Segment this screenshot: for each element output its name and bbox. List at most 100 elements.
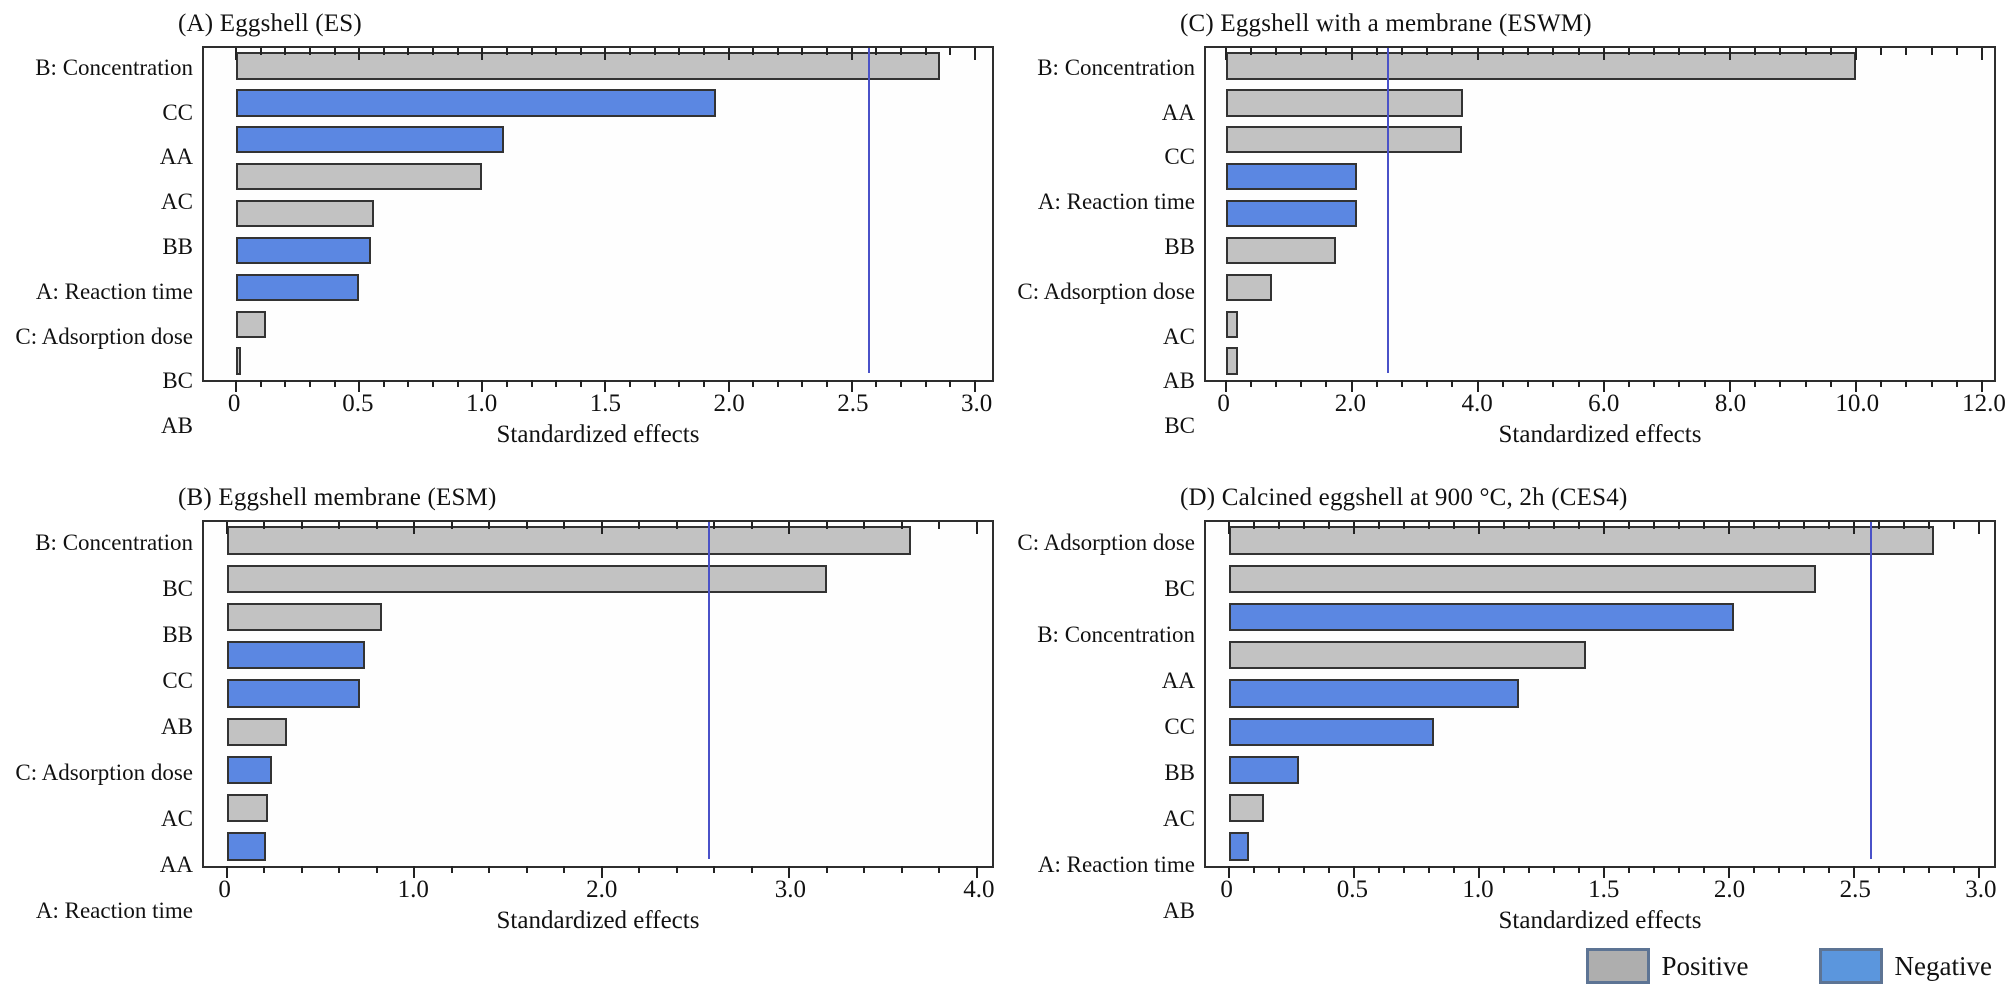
x-minor-tick [629, 379, 631, 387]
x-minor-tick [375, 865, 378, 873]
x-major-tick [1602, 865, 1605, 878]
x-minor-tick [1401, 47, 1404, 55]
x-minor-tick [1252, 521, 1255, 529]
x-minor-tick [1652, 521, 1655, 529]
bar-row [1206, 158, 1994, 195]
panel-title: (C) Eggshell with a membrane (ESWM) [1180, 10, 1592, 37]
x-minor-tick [525, 521, 528, 529]
x-major-tick [1727, 521, 1730, 534]
bar-row [1206, 232, 1994, 269]
x-minor-tick [1802, 865, 1805, 873]
bar-negative [226, 755, 272, 785]
bar-row [1206, 84, 1994, 121]
bar-row [204, 269, 992, 306]
x-major-tick [1352, 521, 1355, 534]
x-minor-tick [776, 379, 779, 387]
x-minor-tick [1779, 47, 1782, 55]
x-minor-tick [530, 47, 533, 55]
x-minor-tick [333, 47, 336, 55]
x-minor-tick [825, 865, 828, 873]
x-minor-tick [1249, 379, 1252, 387]
bar-negative [236, 273, 360, 301]
bar-row [1206, 789, 1994, 827]
bar-negative [1228, 832, 1249, 861]
category-label: AA [1161, 667, 1195, 693]
x-major-tick [788, 865, 791, 878]
category-label: A: Reaction time [1037, 189, 1195, 215]
bar-row [204, 48, 992, 85]
x-tick-label: 3.0 [1965, 875, 1997, 903]
x-minor-tick [825, 521, 828, 529]
x-minor-tick [563, 521, 566, 529]
x-tick-label: 1.0 [397, 875, 429, 903]
x-tick-label: 0 [1220, 875, 1233, 903]
category-labels: B: Concentration BC BB CC AB C: Adsorption do… [6, 520, 202, 935]
x-minor-tick [1426, 47, 1429, 55]
x-major-tick [975, 521, 978, 534]
chart-area: B: Concentration CC AA AC BB A: Reaction time… [6, 45, 994, 449]
legend: Positive Negative [1585, 948, 1992, 984]
x-minor-tick [1627, 865, 1630, 873]
x-minor-tick [1552, 521, 1555, 529]
x-tick-label: 2.5 [837, 389, 869, 417]
legend-label-positive: Positive [1661, 950, 1749, 981]
x-major-tick [1602, 379, 1605, 392]
category-labels: B: Concentration AA CC A: Reaction time BB C:… [1008, 46, 1204, 449]
x-minor-tick [1930, 47, 1933, 55]
x-major-tick [1602, 521, 1605, 534]
panel-a-eggshell-es: (A) Eggshell (ES) B: Concentration CC AA AC… [6, 6, 994, 480]
x-minor-tick [450, 865, 453, 873]
category-labels: B: Concentration CC AA AC BB A: Reaction time… [6, 46, 202, 449]
x-minor-tick [488, 521, 491, 529]
bar-row [204, 158, 992, 195]
x-minor-tick [1377, 521, 1380, 529]
x-minor-tick [1952, 521, 1955, 529]
x-major-tick [413, 865, 416, 878]
x-minor-tick [432, 47, 434, 55]
category-label: A: Reaction time [35, 898, 193, 924]
x-major-tick [358, 379, 361, 392]
panel-title: (D) Calcined eggshell at 900 °C, 2h (CES… [1180, 484, 1628, 511]
x-tick-labels: 0 1.0 2.0 3.0 4.0 [202, 868, 994, 906]
x-minor-tick [338, 521, 341, 529]
x-minor-tick [1401, 379, 1404, 387]
x-minor-tick [488, 865, 491, 873]
x-minor-tick [1952, 865, 1955, 873]
bar-row [1206, 306, 1994, 343]
x-major-tick [604, 379, 607, 392]
bar-negative [236, 236, 372, 265]
x-minor-tick [259, 47, 262, 55]
x-minor-tick [1827, 521, 1830, 529]
bar-positive [1228, 564, 1817, 593]
x-minor-tick [924, 379, 927, 387]
bar-row [1206, 560, 1994, 598]
x-minor-tick [1880, 379, 1883, 387]
x-minor-tick [308, 379, 311, 387]
x-major-tick [481, 379, 484, 392]
x-minor-tick [1552, 865, 1555, 873]
x-minor-tick [638, 865, 641, 873]
x-minor-tick [338, 865, 341, 873]
x-minor-tick [1754, 47, 1757, 55]
category-label: BB [162, 621, 193, 647]
chart-area: B: Concentration BC BB CC AB C: Adsorption do… [6, 519, 995, 935]
x-minor-tick [1302, 865, 1305, 873]
bar-positive [1225, 310, 1239, 338]
category-label: AC [1163, 323, 1195, 349]
x-minor-tick [300, 521, 303, 529]
bar-row [204, 789, 992, 827]
x-minor-tick [308, 47, 311, 55]
x-minor-tick [563, 865, 566, 873]
x-minor-tick [1577, 47, 1580, 55]
x-minor-tick [938, 865, 941, 873]
x-tick-label: 2.0 [713, 389, 745, 417]
x-minor-tick [1902, 865, 1905, 873]
plot-wrap: 0 0.5 1.0 1.5 2.0 2.5 3.0 Standardized effects [202, 45, 994, 449]
x-major-tick [1854, 379, 1857, 392]
category-label: AC [1163, 806, 1195, 832]
panel-d-calcined-eggshell-ces4: (D) Calcined eggshell at 900 °C, 2h (CES… [1008, 480, 1996, 996]
category-label: B: Concentration [35, 529, 193, 555]
x-minor-tick [1702, 865, 1705, 873]
bar-negative [236, 126, 505, 154]
